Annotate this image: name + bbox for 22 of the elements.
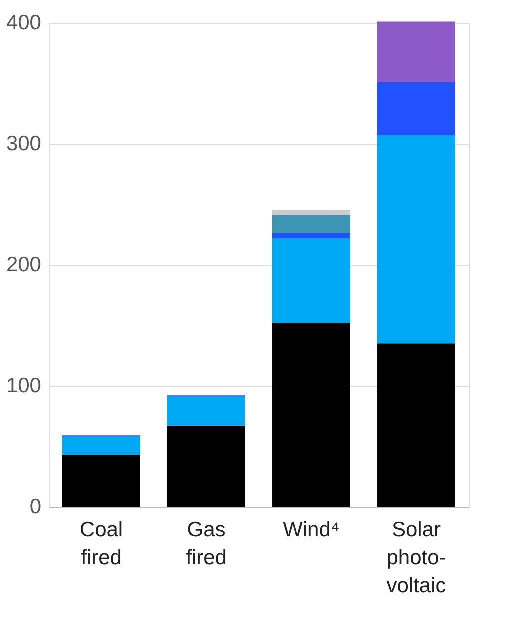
bar (378, 22, 456, 82)
bar (62, 436, 140, 455)
bar (378, 82, 456, 136)
y-tick-label: 400 (6, 12, 42, 34)
bar (168, 396, 246, 426)
bar (272, 215, 350, 234)
x-tick-label: Coal fired (80, 518, 124, 570)
bar (168, 426, 246, 507)
bar (272, 323, 350, 507)
bar (272, 238, 350, 324)
y-tick-label: 200 (6, 254, 42, 276)
y-tick-label: 300 (6, 132, 42, 156)
bar (378, 344, 456, 507)
y-tick-label: 0 (30, 496, 42, 518)
x-tick-label: Gas fired (186, 518, 227, 570)
x-tick-label: Wind⁴ (283, 518, 340, 542)
x-tick-label: Solar photo-voltaic (386, 518, 446, 598)
bar (378, 136, 456, 344)
bar (62, 454, 140, 507)
bar (272, 210, 350, 216)
bar (272, 234, 350, 238)
y-tick-label: 100 (6, 374, 42, 398)
